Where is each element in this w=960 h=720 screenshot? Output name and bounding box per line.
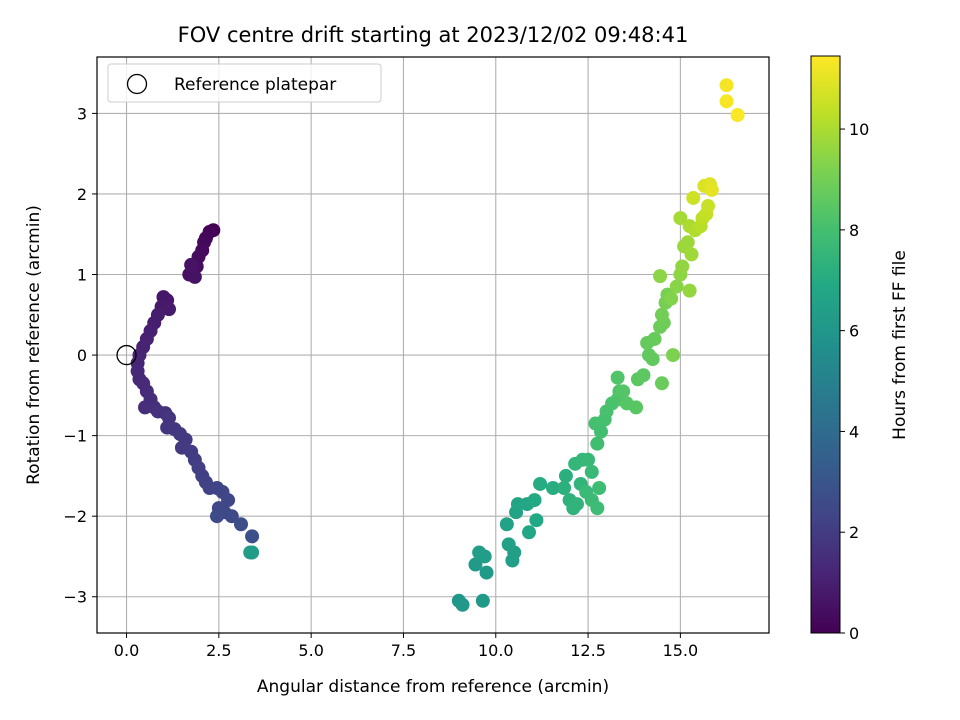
scatter-point [629, 400, 644, 415]
y-axis-ticks: −3 −2 −1 0 1 2 3 [63, 104, 97, 607]
grid-lines [97, 57, 769, 633]
scatter-point [664, 291, 679, 306]
scatter-point [243, 545, 258, 560]
scatter-point [590, 436, 605, 451]
x-tick-label: 2.5 [206, 641, 231, 660]
scatter-point [590, 501, 605, 516]
scatter-point [647, 331, 662, 346]
scatter-point [592, 480, 607, 495]
scatter-point [479, 565, 494, 580]
scatter-point [654, 307, 669, 322]
scatter-point [224, 509, 239, 524]
colorbar: 0 2 4 6 8 10 Hours from first FF file [810, 55, 910, 643]
y-tick-label: 3 [77, 104, 87, 123]
legend-label-reference-platepar: Reference platepar [174, 75, 336, 95]
scatter-point [501, 537, 516, 552]
colorbar-tick-label: 2 [849, 523, 859, 542]
scatter-point [533, 476, 548, 491]
colorbar-tick-label: 6 [849, 322, 859, 341]
scatter-point [546, 480, 560, 495]
scatter-point [654, 376, 669, 391]
scatter-point [616, 384, 631, 399]
scatter-point [719, 94, 734, 109]
scatter-points [116, 78, 745, 612]
scatter-point [680, 235, 695, 250]
scatter-point [184, 257, 199, 272]
x-tick-label: 10.0 [478, 641, 514, 660]
scatter-point [522, 525, 536, 540]
y-tick-label: 1 [77, 266, 87, 285]
colorbar-tick-label: 0 [849, 624, 859, 643]
colorbar-ticks: 0 2 4 6 8 10 [840, 120, 869, 643]
y-axis-label: Rotation from reference (arcmin) [24, 205, 44, 485]
scatter-point [701, 199, 716, 214]
scatter-point [704, 182, 719, 197]
scatter-point [477, 549, 492, 564]
scatter-point [653, 269, 668, 284]
scatter-point [610, 370, 625, 385]
y-tick-label: −3 [63, 588, 87, 607]
scatter-point [221, 493, 236, 508]
scatter-point [675, 259, 690, 274]
reference-platepar-marker [116, 344, 137, 366]
scatter-point [557, 480, 572, 495]
colorbar-tick-label: 8 [849, 221, 859, 240]
x-tick-label: 5.0 [298, 641, 323, 660]
scatter-point [455, 597, 470, 612]
scatter-point [684, 247, 699, 262]
colorbar-label: Hours from first FF file [890, 250, 910, 440]
plot-frame [96, 56, 770, 634]
colorbar-tick-label: 10 [849, 120, 869, 139]
legend: Reference platepar [107, 63, 382, 103]
scatter-point [187, 269, 202, 284]
colorbar-tick-label: 4 [849, 422, 859, 441]
chart-title: FOV centre drift starting at 2023/12/02 … [178, 23, 689, 47]
y-tick-label: −2 [63, 507, 87, 526]
x-axis-ticks: 0.0 2.5 5.0 7.5 10.0 12.5 15.0 [114, 633, 698, 660]
scatter-point [730, 108, 745, 123]
legend-box [107, 63, 382, 103]
x-tick-label: 15.0 [663, 641, 699, 660]
scatter-point [475, 593, 490, 608]
y-tick-label: 2 [77, 185, 87, 204]
scatter-point [234, 517, 248, 532]
y-tick-label: 0 [77, 346, 87, 365]
scatter-point [645, 352, 660, 367]
scatter-point [210, 509, 224, 524]
x-tick-label: 12.5 [570, 641, 606, 660]
scatter-point [581, 452, 596, 467]
scatter-point [162, 302, 176, 317]
scatter-point [584, 464, 599, 479]
scatter-point [468, 557, 483, 572]
legend-marker-open-circle [126, 73, 148, 95]
x-axis-label: Angular distance from reference (arcmin) [257, 677, 609, 697]
scatter-point [558, 468, 573, 483]
scatter-point [529, 513, 544, 528]
scatter-point [673, 211, 688, 226]
x-tick-label: 7.5 [391, 641, 416, 660]
scatter-point [669, 279, 684, 294]
scatter-point [666, 348, 680, 363]
scatter-point [682, 283, 697, 298]
scatter-point [570, 497, 584, 512]
x-tick-label: 0.0 [114, 641, 139, 660]
scatter-point [719, 78, 734, 93]
scatter-point [636, 368, 651, 383]
scatter-point [499, 517, 514, 532]
y-tick-label: −1 [63, 427, 87, 446]
scatter-point [245, 529, 260, 544]
scatter-point [686, 190, 701, 205]
scatter-point [527, 493, 542, 508]
colorbar-gradient [810, 55, 841, 634]
